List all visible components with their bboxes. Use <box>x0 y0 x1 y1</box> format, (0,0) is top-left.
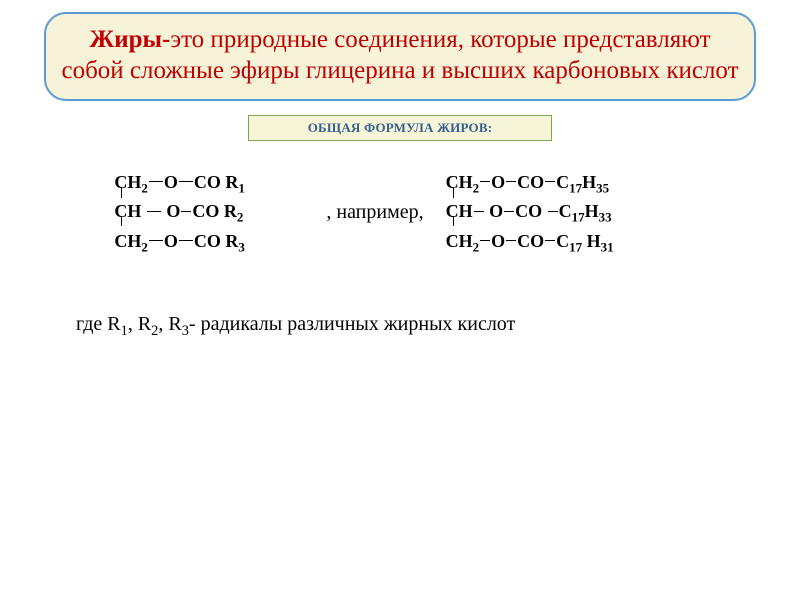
formula-title: ОБЩАЯ ФОРМУЛА ЖИРОВ: <box>308 120 493 135</box>
gen-line3: CH2OCO R3 <box>114 228 304 258</box>
formula-row: CH2OCO R1 CH OCO R2 CH2OCO R3 , например… <box>0 169 800 258</box>
definition-box: Жиры-это природные соединения, которые п… <box>44 12 756 101</box>
ex-line2: CH OCO C17H33 <box>446 198 686 228</box>
formula-title-box: ОБЩАЯ ФОРМУЛА ЖИРОВ: <box>248 115 552 141</box>
gen-line2: CH OCO R2 <box>114 198 304 228</box>
definition-term: Жиры- <box>89 26 170 53</box>
radicals-note: где R1, R2, R3- радикалы различных жирны… <box>76 313 800 340</box>
ex-line1: CH2OCOC17H35 <box>446 169 686 199</box>
gen-line1: CH2OCO R1 <box>114 169 304 199</box>
general-formula: CH2OCO R1 CH OCO R2 CH2OCO R3 <box>114 169 304 258</box>
formula-middle-text: , например, <box>326 201 423 224</box>
example-formula: CH2OCOC17H35 CH OCO C17H33 CH2OCOC17 H31 <box>446 169 686 258</box>
ex-line3: CH2OCOC17 H31 <box>446 228 686 258</box>
